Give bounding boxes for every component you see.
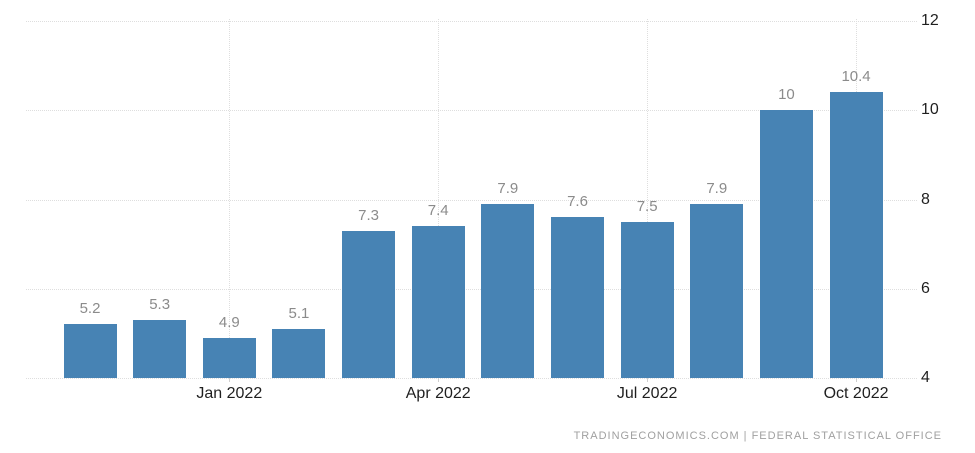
bar[interactable] [342,230,396,378]
bar-value-label: 5.2 [79,300,101,318]
grid-line-horizontal [26,21,917,22]
bar[interactable] [620,221,674,378]
y-axis-label: 6 [921,279,930,297]
bar-value-label: 7.4 [427,202,449,220]
x-axis-tick [647,378,649,382]
grid-line-horizontal [26,110,917,112]
bar-value-label: 10.4 [841,68,871,86]
x-axis-tick [229,378,231,382]
bar-value-label: 7.9 [706,179,728,197]
bar[interactable] [829,92,883,378]
x-axis-label: Apr 2022 [405,385,471,402]
grid-line-vertical [438,19,440,378]
grid-line-horizontal [26,199,917,201]
source-attribution: TRADINGECONOMICS.COM | FEDERAL STATISTIC… [573,430,942,442]
bar-value-label: 7.6 [567,193,588,211]
grid-line-vertical [229,19,231,378]
bar[interactable] [551,217,604,378]
bar-value-label: 7.9 [497,179,519,197]
grid-line-horizontal [26,288,917,290]
bar[interactable] [272,328,326,378]
bar-value-label: 4.9 [218,313,240,331]
bar-value-label: 7.5 [636,197,658,215]
bar[interactable] [411,226,465,378]
y-axis-label: 12 [921,12,939,29]
grid-line-vertical [647,19,649,378]
bar[interactable] [133,319,187,378]
x-axis-label: Jul 2022 [616,385,678,402]
x-axis-label: Oct 2022 [823,385,889,402]
x-axis-tick [438,378,440,382]
x-axis-tick [856,378,858,382]
bar[interactable] [759,110,813,378]
bar[interactable] [690,203,744,378]
grid-line-horizontal [26,378,917,379]
x-axis-label: Jan 2022 [196,385,263,402]
y-axis-label: 8 [921,190,930,208]
bar-value-label: 10 [778,86,795,104]
bar[interactable] [481,203,535,378]
y-axis-label: 10 [921,101,939,119]
bar[interactable] [202,337,256,378]
y-axis-label: 4 [921,369,930,386]
bar-value-label: 7.3 [358,206,379,224]
bar-value-label: 5.3 [149,295,171,313]
bar[interactable] [63,324,117,378]
bar-value-label: 5.1 [288,304,310,322]
